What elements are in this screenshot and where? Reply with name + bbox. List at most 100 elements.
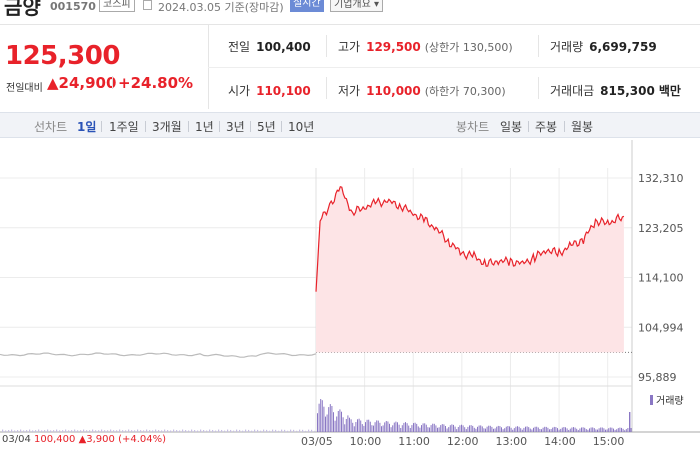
volume-bar: [167, 430, 169, 432]
volume-bar: [601, 427, 603, 432]
volume-bar: [518, 426, 520, 432]
volume-cell: 거래량 6,699,759: [550, 40, 657, 54]
period-1w-tab[interactable]: 1주일: [109, 120, 139, 134]
volume-bar: [449, 425, 451, 432]
volume-bar: [427, 427, 429, 432]
candle-weekly-tab[interactable]: 주봉: [535, 120, 558, 134]
today-price-area: [316, 186, 624, 353]
volume-bar: [146, 429, 148, 432]
volume-bar: [206, 430, 208, 432]
volume-bar: [352, 422, 354, 432]
volume-bar: [409, 428, 411, 432]
volume-bar: [248, 429, 250, 432]
volume-bar: [227, 429, 229, 432]
volume-bar: [197, 430, 199, 432]
volume-bar: [533, 427, 534, 432]
volume-bar: [131, 430, 133, 432]
volume-bar: [445, 426, 446, 432]
candle-daily-tab[interactable]: 일봉: [500, 120, 523, 134]
y-tick-label: 95,889: [638, 371, 677, 384]
volume-bar: [581, 427, 582, 432]
volume-bar: [320, 399, 322, 432]
volume-bar: [59, 430, 61, 432]
volume-bar: [26, 430, 28, 432]
volume-bar: [328, 407, 330, 432]
volume-bar: [341, 411, 342, 432]
candle-chart-label: 봉차트: [456, 120, 490, 134]
volume-bar: [269, 430, 271, 432]
volume-bar: [617, 428, 619, 432]
volume-bar: [425, 424, 427, 432]
volume-bar: [263, 429, 265, 432]
volume-bar: [47, 429, 49, 432]
volume-bar: [209, 429, 211, 432]
period-1y-tab[interactable]: 1년: [195, 120, 214, 134]
volume-bar: [593, 428, 595, 432]
volume-bar: [621, 427, 622, 432]
volume-bar: [86, 430, 88, 432]
volume-bar: [125, 430, 127, 432]
volume-bar: [521, 429, 523, 432]
volume-bar: [170, 430, 172, 432]
volume-bar: [571, 427, 573, 432]
volume-bar: [275, 429, 277, 432]
volume-bar: [339, 409, 341, 432]
volume-bar: [281, 429, 283, 432]
divider: [112, 76, 113, 89]
period-3y-tab[interactable]: 3년: [226, 120, 245, 134]
volume-bar: [435, 425, 437, 432]
volume-bar: [371, 425, 373, 432]
volume-bar: [622, 428, 624, 432]
volume-bar: [44, 430, 46, 432]
volume-bar: [525, 426, 526, 432]
volume-bar: [379, 422, 381, 432]
volume-bar: [116, 430, 118, 432]
realtime-button[interactable]: 실시간: [290, 0, 324, 12]
volume-bar: [62, 430, 64, 432]
volume-bar: [68, 430, 70, 432]
company-info-button[interactable]: 기업개요 ▾: [330, 0, 383, 12]
volume-bar: [50, 430, 52, 432]
volume-bar: [592, 427, 594, 432]
volume-bar: [323, 406, 325, 432]
divider: [538, 77, 539, 99]
divider: [188, 121, 189, 132]
volume-bar: [119, 429, 121, 432]
volume-bar: [584, 427, 586, 432]
volume-bar: [290, 429, 292, 432]
volume-bar: [308, 429, 310, 432]
volume-bar: [446, 428, 448, 432]
volume-bar: [611, 427, 613, 432]
volume-bar: [576, 428, 578, 432]
volume-bar: [585, 429, 587, 432]
volume-bar: [355, 422, 357, 432]
volume-bar: [278, 430, 280, 432]
volume-bar: [20, 429, 22, 432]
volume-bar: [92, 429, 94, 432]
volume-bar: [164, 429, 166, 432]
volume-bar: [385, 421, 387, 432]
volume-bar: [473, 427, 475, 432]
volume-bar: [553, 426, 555, 432]
period-3m-tab[interactable]: 3개월: [152, 120, 182, 134]
volume-bar: [606, 429, 608, 432]
x-tick-label: 12:00: [447, 435, 479, 448]
volume-bar: [2, 429, 4, 432]
volume-bar: [465, 429, 467, 432]
candle-monthly-tab[interactable]: 월봉: [571, 120, 594, 134]
period-5y-tab[interactable]: 5년: [257, 120, 276, 134]
volume-bar: [499, 426, 501, 432]
volume-bar: [408, 425, 410, 432]
as-of-date: 2024.03.05 기준(장마감): [158, 1, 284, 14]
volume-bar: [336, 416, 338, 432]
volume-legend: 거래량: [650, 392, 684, 407]
volume-bar: [113, 430, 115, 432]
volume-bar: [382, 425, 384, 432]
period-1d-tab[interactable]: 1일: [77, 120, 97, 134]
volume-bar: [251, 430, 253, 432]
volume-bar: [513, 428, 515, 432]
period-10y-tab[interactable]: 10년: [288, 120, 315, 134]
volume-bar: [411, 425, 413, 432]
volume-bar: [462, 425, 464, 432]
volume-bar: [376, 420, 378, 432]
